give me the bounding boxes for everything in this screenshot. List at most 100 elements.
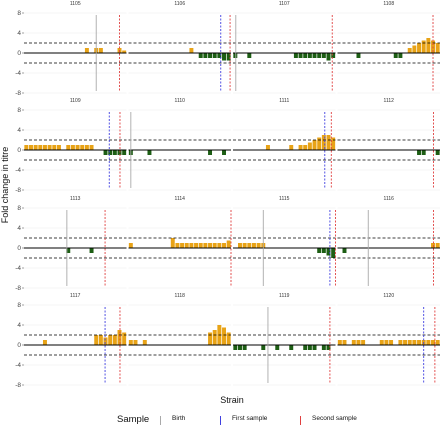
faceted-bar-chart: Fold change in titre Strain 1105 -8 -4 0 4 8 110… <box>0 1 440 405</box>
bar-1120-13 <box>398 340 403 345</box>
bar-1106-21 <box>226 53 231 61</box>
bar-1117-18 <box>108 335 113 345</box>
bar-1107-21 <box>331 53 336 58</box>
bar-1120-21 <box>435 340 440 345</box>
y-tick-label: -4 <box>15 362 21 369</box>
bar-1112-21 <box>435 150 440 155</box>
panel-title-1109: 1109 <box>70 98 81 104</box>
y-tick-label: -8 <box>15 90 21 97</box>
bar-1117-19 <box>112 335 117 345</box>
bar-1109-7 <box>56 145 61 150</box>
bar-1109-14 <box>89 145 94 150</box>
y-tick-label: 0 <box>17 147 21 154</box>
bar-1114-20 <box>222 243 226 248</box>
bar-1111-15 <box>303 145 308 150</box>
bar-1120-19 <box>426 340 431 345</box>
bar-1109-3 <box>38 145 43 150</box>
bar-1111-18 <box>317 137 322 150</box>
panel-title-1119: 1119 <box>279 293 290 299</box>
bar-1120-10 <box>384 340 389 345</box>
bar-1106-13 <box>189 48 194 53</box>
bar-1119-20 <box>326 345 331 350</box>
y-axis-title: Fold change in titre <box>0 147 10 224</box>
bar-1120-15 <box>407 340 412 345</box>
bar-1119-17 <box>312 345 317 350</box>
bar-1119-12 <box>289 345 294 350</box>
bar-1115-3 <box>247 243 252 248</box>
bar-1118-3 <box>142 340 147 345</box>
bar-1114-11 <box>180 243 185 248</box>
bar-1114-12 <box>184 243 189 248</box>
bar-1120-20 <box>431 340 435 345</box>
bar-1114-16 <box>203 243 208 248</box>
legend-label-second-sample: Second sample <box>312 415 357 422</box>
bar-1110-17 <box>208 150 213 155</box>
bar-1109-5 <box>47 145 52 150</box>
bar-1114-10 <box>175 243 180 248</box>
bar-1109-10 <box>70 145 75 150</box>
x-axis-title: Strain <box>220 395 244 405</box>
bar-1111-16 <box>307 142 312 150</box>
legend-item-second-sample: Second sample <box>300 415 357 425</box>
bar-1110-4 <box>147 150 152 155</box>
bar-1113-9 <box>66 248 71 253</box>
bar-1109-21 <box>122 150 127 155</box>
bar-1106-18 <box>212 53 217 58</box>
y-tick-label: 0 <box>17 342 21 349</box>
bar-1109-18 <box>108 150 113 155</box>
bar-1119-15 <box>303 345 308 350</box>
bar-1119-16 <box>307 345 312 350</box>
bar-1111-20 <box>326 135 331 150</box>
bar-1117-16 <box>98 335 103 345</box>
bar-1111-12 <box>289 145 294 150</box>
bar-1106-17 <box>208 53 213 58</box>
bar-1119-0 <box>233 345 238 350</box>
bar-1114-18 <box>212 243 217 248</box>
bar-1116-21 <box>435 243 440 248</box>
y-tick-label: -8 <box>15 187 21 194</box>
bar-1120-9 <box>379 340 384 345</box>
panel-title-1111: 1111 <box>279 98 289 104</box>
bar-1108-4 <box>356 53 361 58</box>
bar-1111-7 <box>265 145 270 150</box>
bar-1109-17 <box>103 150 108 155</box>
bar-1105-16 <box>98 48 103 53</box>
y-tick-label: 8 <box>17 107 21 114</box>
bar-1120-3 <box>351 340 356 345</box>
bar-1109-4 <box>42 145 47 150</box>
bar-1117-15 <box>94 335 99 345</box>
bar-1117-4 <box>42 340 47 345</box>
panel-title-1105: 1105 <box>70 1 81 7</box>
y-tick-label: -4 <box>15 70 21 77</box>
bar-1114-21 <box>226 240 231 248</box>
bar-1120-0 <box>337 340 342 345</box>
bar-1109-1 <box>29 145 33 150</box>
bar-1115-1 <box>238 243 242 248</box>
legend-item-birth: Birth <box>160 415 185 425</box>
bar-1107-15 <box>303 53 308 58</box>
bar-1109-12 <box>80 145 85 150</box>
legend-label-first-sample: First sample <box>232 415 268 422</box>
bar-1118-20 <box>222 327 226 345</box>
bar-1114-13 <box>189 243 194 248</box>
bar-1119-2 <box>242 345 247 350</box>
bar-1108-21 <box>435 43 440 53</box>
y-tick-label: -8 <box>15 382 21 389</box>
bar-1106-19 <box>217 53 222 58</box>
bar-1114-19 <box>217 243 222 248</box>
y-tick-label: -8 <box>15 285 21 292</box>
bar-1115-20 <box>326 248 331 256</box>
legend-item-first-sample: First sample <box>220 415 268 425</box>
y-tick-label: 8 <box>17 205 21 212</box>
bar-1107-13 <box>293 53 298 58</box>
bar-1111-14 <box>298 145 303 150</box>
bar-1109-19 <box>112 150 117 155</box>
bar-1117-21 <box>122 332 127 345</box>
bar-1106-15 <box>198 53 203 58</box>
bar-1119-9 <box>275 345 280 350</box>
bar-1115-5 <box>256 243 261 248</box>
bar-1111-21 <box>331 137 336 150</box>
panel-title-1116: 1116 <box>384 196 395 202</box>
bar-1109-0 <box>24 145 29 150</box>
bar-1112-17 <box>417 150 422 155</box>
